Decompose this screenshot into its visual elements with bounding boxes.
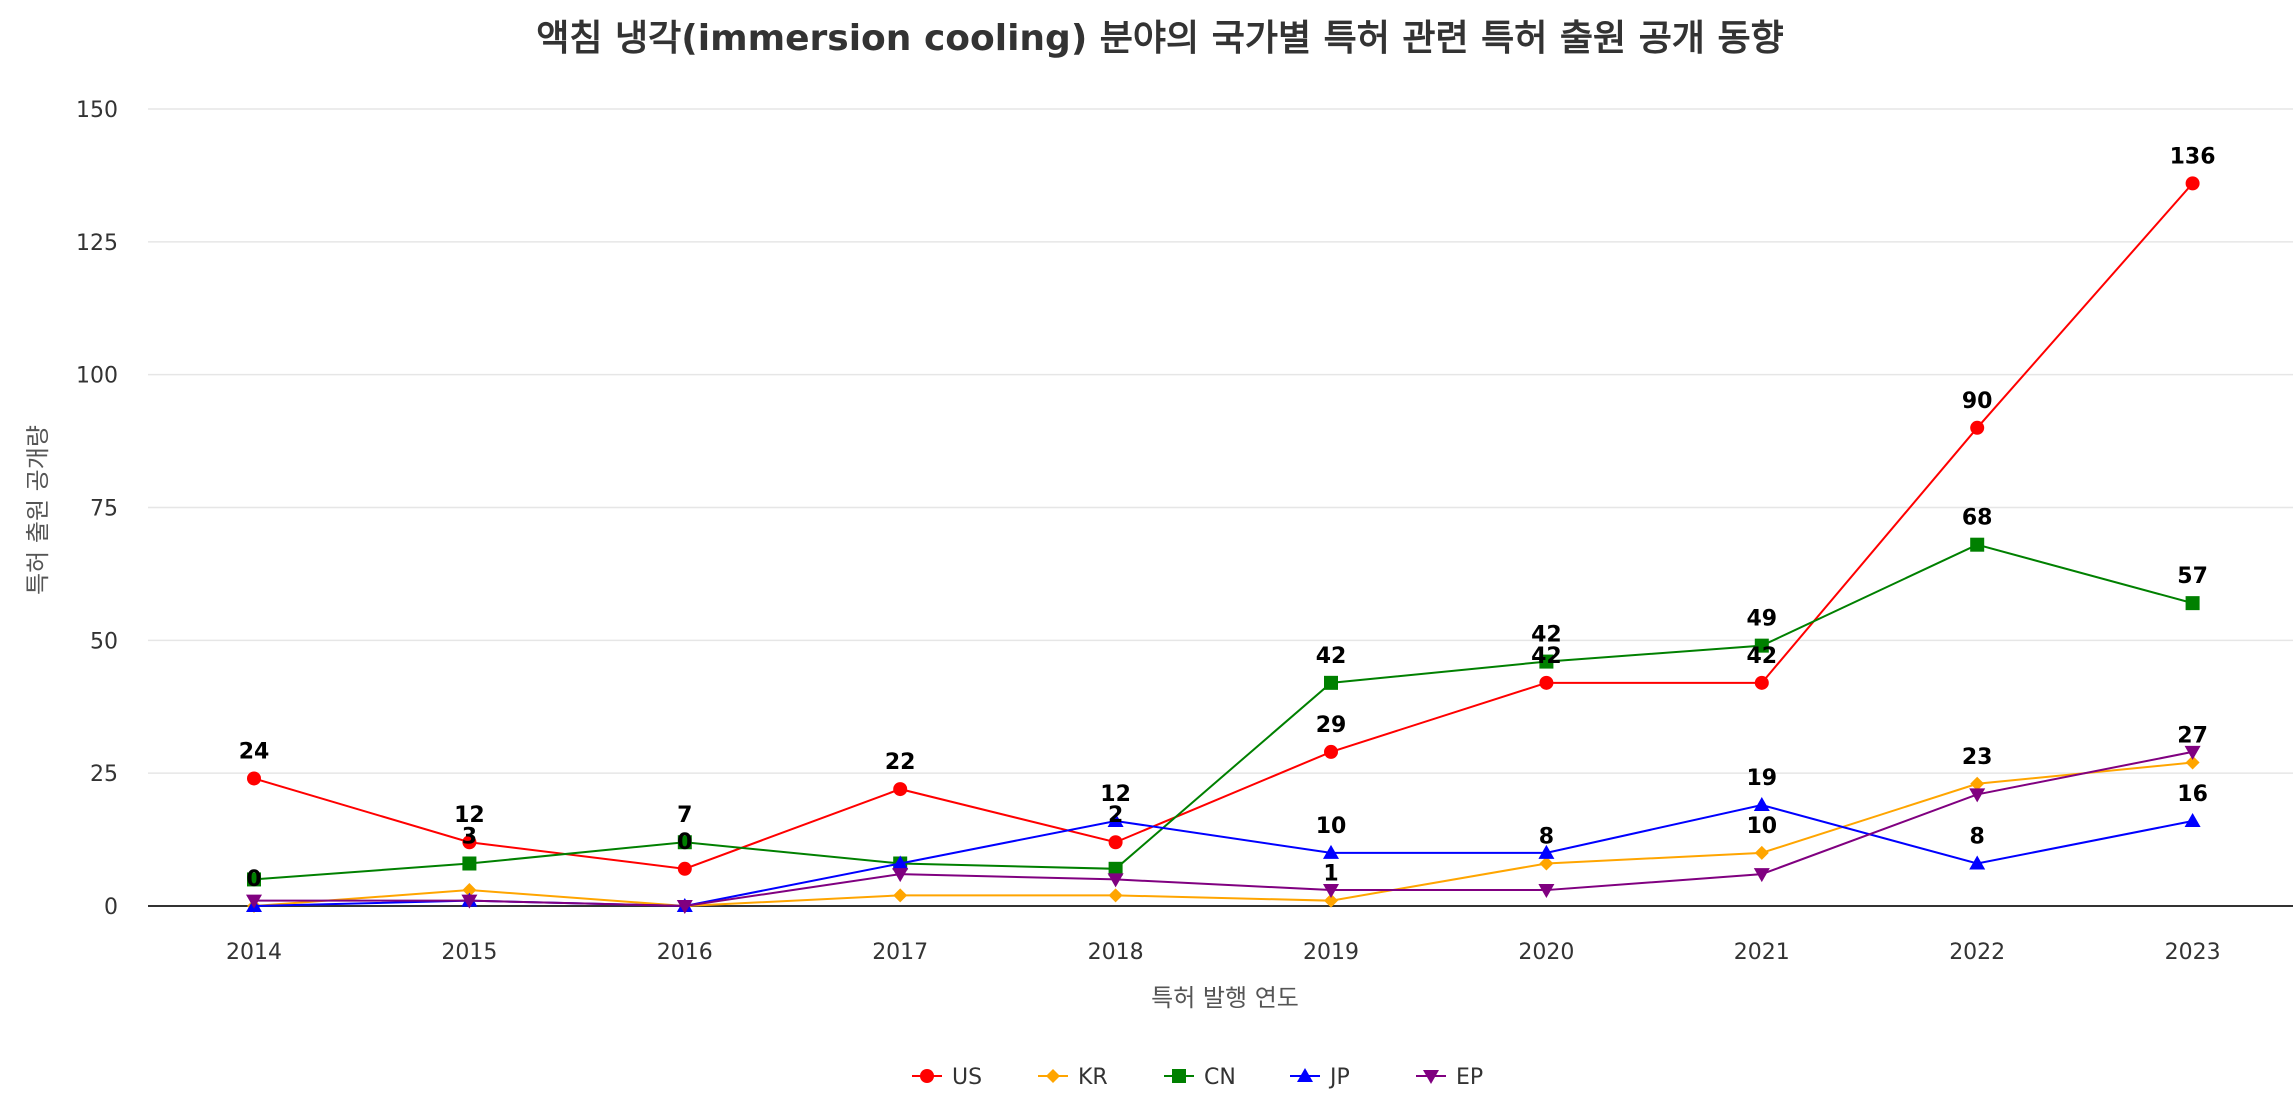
series-ep: [246, 746, 2201, 914]
axes: 0255075100125150201420152016201720182019…: [76, 98, 2293, 965]
x-tick-label: 2018: [1088, 940, 1144, 965]
data-point: [1755, 846, 1769, 860]
grid: [148, 109, 2293, 773]
y-tick-label: 25: [90, 762, 118, 787]
legend-item-jp: JP: [1290, 1065, 1350, 1090]
data-point: [1755, 676, 1769, 690]
legend: US KR CN JP EP: [912, 1065, 1483, 1090]
legend-label: JP: [1328, 1065, 1350, 1090]
data-point: [2186, 596, 2200, 610]
data-label: 8: [1539, 824, 1554, 849]
series: [246, 176, 2201, 914]
data-point: [1539, 676, 1553, 690]
x-tick-label: 2022: [1949, 940, 2005, 965]
data-label: 10: [1316, 814, 1347, 839]
y-tick-label: 150: [76, 98, 118, 123]
x-tick-label: 2016: [657, 940, 713, 965]
data-label: 57: [2177, 564, 2208, 589]
y-tick-label: 125: [76, 231, 118, 256]
data-point: [2185, 813, 2201, 827]
x-tick-label: 2017: [872, 940, 928, 965]
data-label: 29: [1316, 713, 1347, 738]
data-point: [462, 856, 476, 870]
data-label: 1: [1323, 862, 1338, 887]
legend-item-cn: CN: [1164, 1065, 1236, 1090]
y-tick-label: 0: [104, 895, 118, 920]
series-line: [254, 183, 2193, 868]
data-point: [1969, 788, 1985, 802]
y-tick-label: 75: [90, 497, 118, 522]
data-point: [1324, 676, 1338, 690]
x-tick-label: 2019: [1303, 940, 1359, 965]
data-label: 49: [1746, 607, 1777, 632]
legend-marker: [1172, 1069, 1186, 1083]
data-label: 12: [1100, 782, 1131, 807]
x-tick-label: 2020: [1518, 940, 1574, 965]
x-tick-label: 2015: [441, 940, 497, 965]
legend-label: US: [952, 1065, 982, 1090]
data-labels: 2412022229424290136018102327374242496857…: [239, 144, 2216, 892]
x-axis-title: 특허 발행 연도: [1151, 984, 1299, 1012]
data-label: 136: [2170, 144, 2216, 169]
data-label: 90: [1962, 389, 1993, 414]
series-cn: [247, 538, 2200, 887]
data-point: [1109, 835, 1123, 849]
data-label: 16: [2177, 782, 2208, 807]
data-label: 19: [1746, 766, 1777, 791]
legend-item-kr: KR: [1038, 1065, 1108, 1090]
data-label: 0: [677, 830, 692, 855]
series-line: [254, 545, 2193, 880]
data-point: [247, 771, 261, 785]
legend-label: CN: [1204, 1065, 1236, 1090]
legend-label: KR: [1078, 1065, 1108, 1090]
data-label: 10: [1746, 814, 1777, 839]
data-label: 24: [239, 739, 270, 764]
data-label: 27: [2177, 724, 2208, 749]
chart-title: 액침 냉각(immersion cooling) 분야의 국가별 특허 관련 특…: [536, 18, 1783, 59]
data-point: [1109, 888, 1123, 902]
x-tick-label: 2014: [226, 940, 282, 965]
data-point: [1754, 797, 1770, 811]
data-point: [2186, 176, 2200, 190]
x-tick-label: 2023: [2165, 940, 2221, 965]
data-label: 8: [1970, 824, 1985, 849]
series-kr: [247, 756, 2200, 913]
legend-marker: [920, 1069, 934, 1083]
legend-item-us: US: [912, 1065, 982, 1090]
legend-marker: [1046, 1069, 1060, 1083]
y-axis-title: 특허 출원 공개량: [24, 425, 52, 595]
data-label: 22: [885, 750, 916, 775]
data-label: 42: [1746, 644, 1777, 669]
data-label: 0: [246, 867, 261, 892]
y-tick-label: 100: [76, 364, 118, 389]
legend-item-ep: EP: [1416, 1065, 1483, 1090]
data-label: 42: [1316, 644, 1347, 669]
data-label: 3: [462, 824, 477, 849]
data-label: 68: [1962, 506, 1993, 531]
x-tick-label: 2021: [1734, 940, 1790, 965]
data-label: 7: [677, 803, 692, 828]
y-tick-label: 50: [90, 629, 118, 654]
data-point: [1970, 421, 1984, 435]
series-us: [247, 176, 2200, 875]
data-point: [893, 888, 907, 902]
data-point: [1970, 538, 1984, 552]
data-label: 23: [1962, 745, 1993, 770]
data-point: [893, 782, 907, 796]
data-point: [1324, 745, 1338, 759]
legend-label: EP: [1456, 1065, 1483, 1090]
data-label: 42: [1531, 623, 1562, 648]
data-point: [678, 862, 692, 876]
